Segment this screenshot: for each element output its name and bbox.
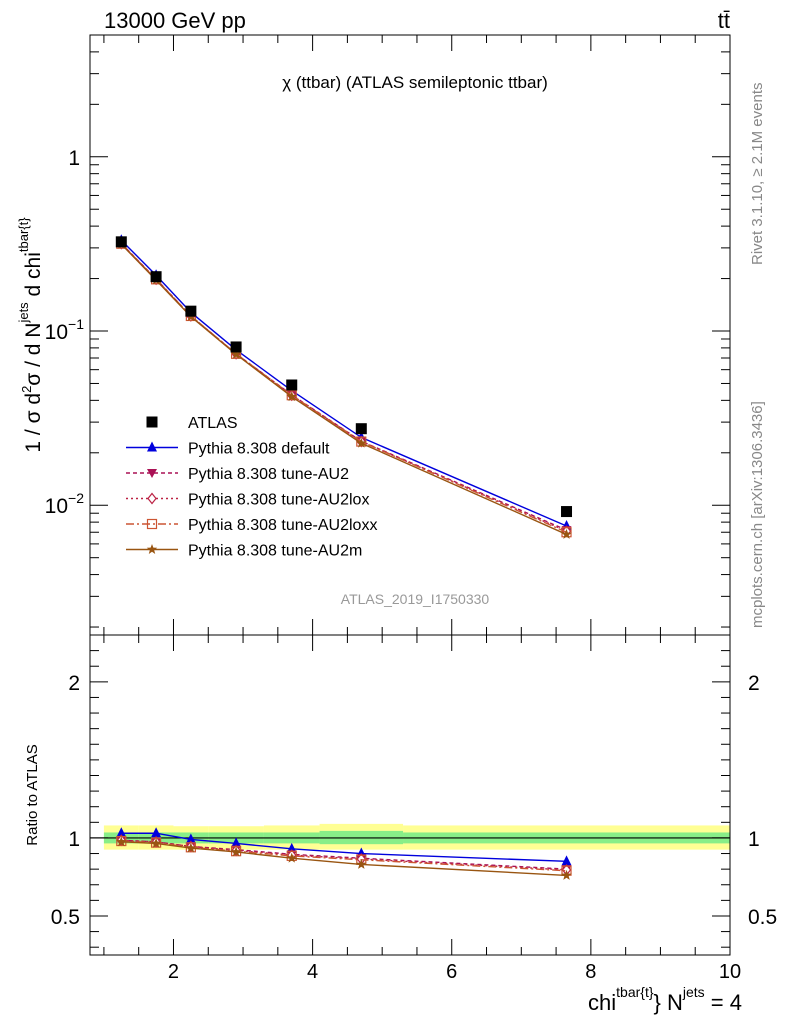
rivet-version-label: Rivet 3.1.10, ≥ 2.1M events xyxy=(749,83,766,266)
main-plot-panel: 1 10−1 10−2 χ (ttbar) (ATLAS semileptonic … xyxy=(16,34,731,636)
mcplots-label: mcplots.cern.ch [arXiv:1306.3436] xyxy=(749,401,766,628)
x-axis-label: chitbar{t}} Njets = 4 xyxy=(588,984,742,1015)
ratio-series-marker xyxy=(231,837,242,848)
legend-label: Pythia 8.308 tune-AU2m xyxy=(188,543,362,560)
ratio-axes-layer: 0.5 0.5 1 1 2 2 2 4 6 8 10 xyxy=(51,634,777,983)
energy-label: 13000 GeV pp xyxy=(104,8,246,33)
data-point xyxy=(230,341,242,353)
series-marker xyxy=(230,348,242,359)
legend-marker xyxy=(146,416,158,428)
ratio-y-tick-label-right: 1 xyxy=(748,828,760,851)
svg-text:1 / σ d2σ / d Njets d chitbar{: 1 / σ d2σ / d Njets d chitbar{t} xyxy=(16,217,45,453)
main-y-tick-label: 10−1 xyxy=(45,316,85,344)
x-tick-label: 4 xyxy=(307,961,318,983)
main-y-tick-label: 10−2 xyxy=(45,490,85,518)
legend-marker xyxy=(146,544,158,554)
legend-marker xyxy=(147,469,157,478)
ratio-series-marker xyxy=(151,827,162,838)
ratio-series-marker xyxy=(185,833,196,844)
x-tick-label: 2 xyxy=(168,961,179,983)
series-marker xyxy=(561,528,572,539)
main-y-axis-label: 1 / σ d2σ / d Njets d chitbar{t} xyxy=(16,217,45,453)
ratio-series-marker xyxy=(116,827,127,838)
svg-text:chitbar{t}} Njets = 4: chitbar{t}} Njets = 4 xyxy=(588,984,742,1015)
series-marker xyxy=(286,391,297,402)
x-tick-label: 6 xyxy=(446,961,457,983)
chart-title: χ (ttbar) (ATLAS semileptonic ttbar) xyxy=(282,73,548,92)
legend-label: ATLAS xyxy=(188,415,238,432)
ratio-series-marker xyxy=(150,837,162,848)
series-line xyxy=(120,242,567,531)
series-line xyxy=(120,239,567,527)
data-point xyxy=(355,423,367,435)
main-y-tick-label: 1 xyxy=(68,147,80,170)
ratio-y-tick-label: 1 xyxy=(68,828,80,851)
ratio-series-marker xyxy=(286,852,297,863)
series-marker xyxy=(356,437,367,448)
ratio-series-marker xyxy=(561,869,572,880)
legend-label: Pythia 8.308 tune-AU2 xyxy=(188,466,349,483)
data-point xyxy=(185,305,197,317)
ratio-series-marker xyxy=(116,836,127,847)
ratio-series-marker xyxy=(356,858,367,869)
legend-marker xyxy=(147,441,157,452)
legend-label: Pythia 8.308 tune-AU2lox xyxy=(188,492,369,509)
series-line xyxy=(120,243,567,533)
x-tick-label: 8 xyxy=(585,961,596,983)
legend-label: Pythia 8.308 default xyxy=(188,441,330,458)
x-tick-label: 10 xyxy=(719,961,741,983)
ratio-plot-panel: 0.5 0.5 1 1 2 2 2 4 6 8 10 Ratio to ATLAS chitbar{… xyxy=(24,634,777,1015)
data-point xyxy=(286,379,298,391)
ratio-frame xyxy=(89,634,731,956)
legend: ATLAS Pythia 8.308 default Pythia 8.308 tu… xyxy=(126,415,377,560)
ratio-series-marker xyxy=(561,855,572,866)
main-frame xyxy=(89,34,731,636)
ratio-series-layer xyxy=(116,827,572,880)
main-series-layer xyxy=(115,234,573,539)
ratio-y-tick-label-right: 0.5 xyxy=(748,906,777,929)
legend-marker xyxy=(146,518,158,530)
series-line xyxy=(120,243,567,532)
data-point xyxy=(561,506,573,518)
ratio-y-tick-label-right: 2 xyxy=(748,672,760,695)
data-point xyxy=(115,236,127,248)
main-axes-layer: 1 10−1 10−2 xyxy=(45,34,731,635)
ratio-y-tick-label: 2 xyxy=(68,672,80,695)
legend-label: Pythia 8.308 tune-AU2loxx xyxy=(188,517,377,534)
ratio-y-tick-label: 0.5 xyxy=(51,906,80,929)
analysis-watermark: ATLAS_2019_I1750330 xyxy=(341,591,490,607)
data-point xyxy=(150,271,162,283)
process-label: tt̄ xyxy=(718,8,730,33)
ratio-series-marker xyxy=(230,846,242,857)
ratio-series-marker xyxy=(185,842,197,853)
ratio-y-axis-label: Ratio to ATLAS xyxy=(24,744,41,845)
legend-marker xyxy=(147,492,157,505)
